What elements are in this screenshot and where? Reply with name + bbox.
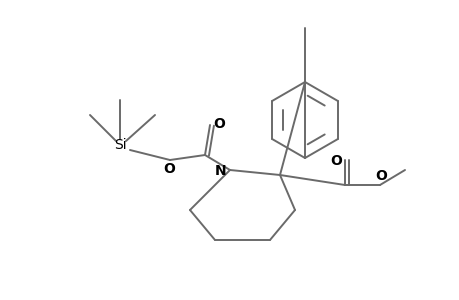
Text: Si: Si: [113, 138, 126, 152]
Text: O: O: [330, 154, 341, 168]
Text: O: O: [162, 162, 174, 176]
Text: N: N: [214, 164, 225, 178]
Text: O: O: [213, 117, 224, 131]
Text: O: O: [374, 169, 386, 183]
